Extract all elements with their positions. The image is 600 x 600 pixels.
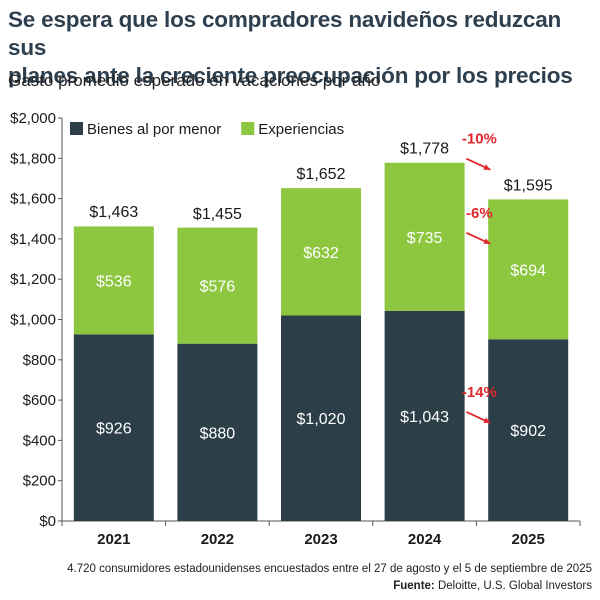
y-tick-label: $1,600 xyxy=(10,191,56,208)
x-tick-label: 2025 xyxy=(512,531,545,548)
legend-label: Experiencias xyxy=(258,121,344,138)
bar-total-label: $1,455 xyxy=(193,206,242,223)
chart-title-line-2: planes ante la creciente preocupación po… xyxy=(8,63,573,88)
x-tick-label: 2023 xyxy=(304,531,337,548)
bar-bienes xyxy=(73,334,154,521)
y-tick-label: $2,000 xyxy=(10,110,56,127)
bar-total-label: $1,652 xyxy=(297,166,346,183)
y-tick-label: $1,400 xyxy=(10,231,56,248)
trend-arrow-head-icon xyxy=(483,238,491,244)
bar-bienes xyxy=(177,343,258,521)
bar-total-label: $1,778 xyxy=(400,141,449,158)
bar-value-label: $694 xyxy=(510,262,546,279)
source-text: Deloitte, U.S. Global Investors xyxy=(434,580,592,592)
x-tick-label: 2024 xyxy=(408,531,442,548)
trend-arrow-head-icon xyxy=(483,164,491,170)
legend-swatch xyxy=(241,122,255,135)
source-label: Fuente: xyxy=(393,580,435,592)
legend-label: Bienes al por menor xyxy=(87,121,221,138)
chart-subtitle: Gasto promedio esperado en vacaciones po… xyxy=(8,71,381,90)
chart-title-line-1: Se espera que los compradores navideños … xyxy=(8,7,562,60)
bar-total-label: $1,595 xyxy=(504,178,553,195)
bar-value-label: $632 xyxy=(303,245,339,262)
bar-experiencias xyxy=(177,227,258,344)
percent-change-label: -14% xyxy=(462,384,497,401)
y-tick-label: $800 xyxy=(23,352,56,369)
legend-swatch xyxy=(70,122,83,135)
y-tick-label: $600 xyxy=(23,392,56,409)
y-tick-label: $1,200 xyxy=(10,271,56,288)
x-tick-label: 2021 xyxy=(97,531,130,548)
bar-value-label: $735 xyxy=(407,230,443,247)
percent-change-label: -10% xyxy=(462,131,497,148)
source-note: Fuente: Deloitte, U.S. Global Investors xyxy=(393,580,592,592)
bar-experiencias xyxy=(73,226,154,335)
trend-arrow-head-icon xyxy=(483,417,491,424)
y-tick-label: $1,000 xyxy=(10,312,56,329)
bar-bienes xyxy=(281,315,361,521)
y-tick-label: $400 xyxy=(23,432,56,449)
y-tick-label: $1,800 xyxy=(10,150,56,167)
x-tick-label: 2022 xyxy=(201,531,234,548)
bar-bienes xyxy=(488,339,569,521)
survey-note: 4.720 consumidores estadounidenses encue… xyxy=(67,563,592,575)
bar-bienes xyxy=(384,310,465,521)
y-tick-label: $200 xyxy=(23,473,56,490)
percent-change-label: -6% xyxy=(466,205,493,222)
bar-value-label: $576 xyxy=(200,279,236,296)
bar-experiencias xyxy=(281,188,361,316)
bar-value-label: $902 xyxy=(510,423,546,440)
chart-title: Se espera que los compradores navideños … xyxy=(8,6,598,90)
bar-experiencias xyxy=(488,199,569,340)
bar-experiencias xyxy=(384,162,465,311)
bar-value-label: $926 xyxy=(96,421,132,438)
bar-value-label: $880 xyxy=(200,425,236,442)
bar-value-label: $1,020 xyxy=(297,411,346,428)
bar-total-label: $1,463 xyxy=(89,204,138,221)
bar-value-label: $1,043 xyxy=(400,409,449,426)
bar-value-label: $536 xyxy=(96,273,132,290)
y-tick-label: $0 xyxy=(39,513,56,530)
